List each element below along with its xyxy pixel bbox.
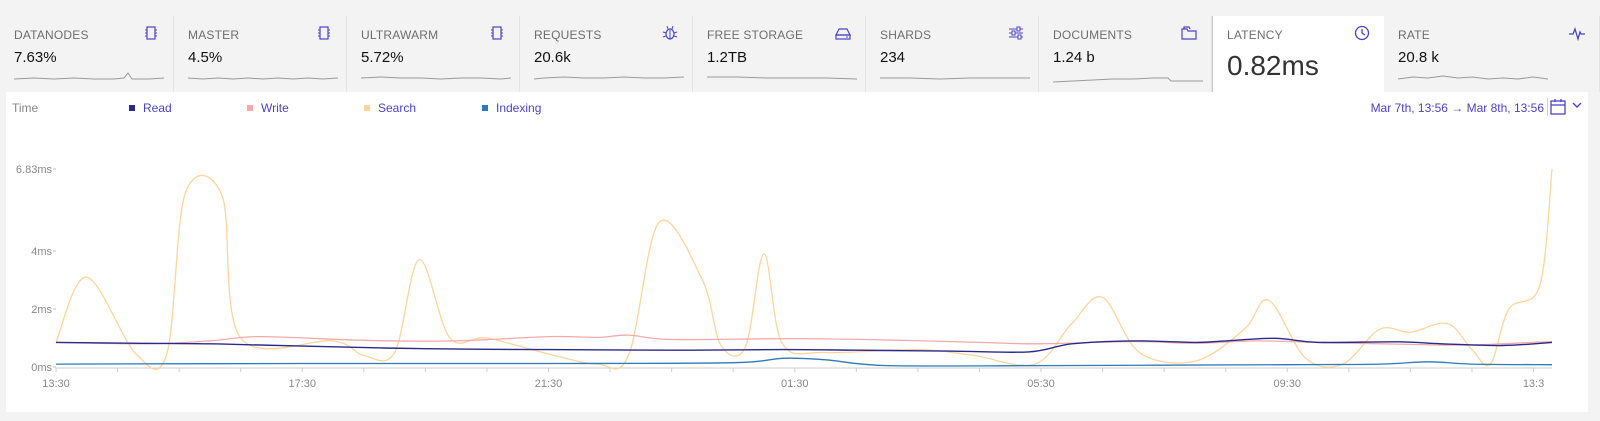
date-range-picker[interactable]: Mar 7th, 13:56 → Mar 8th, 13:56 [1370,101,1544,115]
latency-line-chart: 6.83ms 4ms 2ms 0ms 13:30 17:30 21:30 01:30 05:30… [16,164,1553,390]
legend-indexing[interactable]: Indexing [482,101,541,115]
metric-tile-master[interactable]: MASTER 4.5% [174,16,347,92]
metric-tile-documents[interactable]: DOCUMENTS 1.24 b [1039,16,1212,92]
chevron-down-icon[interactable] [1572,100,1582,110]
sparkline [1398,75,1548,80]
metric-tile-free-storage[interactable]: FREE STORAGE 1.2TB [693,16,866,92]
x-tick-label: 05:30 [1027,378,1055,390]
metric-tile-shards[interactable]: SHARDS 234 [866,16,1039,92]
y-tick-label: 2ms [31,304,52,316]
y-tick-label: 6.83ms [16,164,53,176]
metric-value: 0.82ms [1227,50,1319,81]
series-line-write[interactable] [55,334,1553,346]
metric-name: SHARDS [880,28,932,42]
sparkline [707,76,857,80]
metric-value: 5.72% [361,49,404,66]
metrics-bar: DATANODES 7.63% MASTER 4.5% ULTRAWARM 5.72% RE… [0,16,1600,92]
legend-time-label: Time [12,101,39,115]
chip-icon [491,26,503,40]
legend-read[interactable]: Read [129,101,172,115]
metric-name: DOCUMENTS [1053,28,1133,42]
metric-value: 1.2TB [707,49,748,66]
legend-search[interactable]: Search [364,101,416,115]
y-tick-label: 0ms [31,362,52,374]
series-line-read[interactable] [55,337,1553,354]
metric-name: RATE [1398,28,1430,42]
x-tick-label: 01:30 [781,378,809,390]
metric-value: 20.8 k [1398,49,1439,66]
sparkline [188,77,338,80]
x-tick-label: 13:3 [1523,378,1544,390]
metric-name: DATANODES [14,28,89,42]
clock-icon [1354,25,1370,41]
x-tick-label: 21:30 [535,378,563,390]
y-tick-label: 4ms [31,246,52,258]
metric-tile-latency[interactable]: LATENCY 0.82ms [1212,16,1384,92]
chip-icon [318,26,330,40]
metric-value: 4.5% [188,49,223,66]
x-tick-label: 09:30 [1274,378,1302,390]
calendar-icon[interactable] [1550,98,1566,115]
x-tick-label: 17:30 [288,378,316,390]
legend-write[interactable]: Write [247,101,289,115]
sliders-icon [1009,26,1023,40]
metric-name: MASTER [188,28,240,42]
divider [1547,98,1548,116]
metric-name: LATENCY [1227,28,1283,42]
x-tick-label: 13:30 [42,378,70,390]
metric-value: 234 [880,49,906,66]
sparkline [880,77,1030,80]
pulse-icon [1569,27,1585,41]
metric-name: REQUESTS [534,28,602,42]
metric-tile-requests[interactable]: REQUESTS 20.6k [520,16,693,92]
bug-icon [662,25,678,40]
metric-name: FREE STORAGE [707,28,804,42]
sparkline [361,76,511,80]
metric-value: 1.24 b [1053,49,1095,66]
metric-tile-datanodes[interactable]: DATANODES 7.63% [0,16,174,92]
metric-value: 7.63% [14,49,57,66]
sparkline [534,76,684,80]
metric-tile-rate[interactable]: RATE 20.8 k [1384,16,1600,92]
chip-icon [145,26,157,40]
metric-tile-ultrawarm[interactable]: ULTRAWARM 5.72% [347,16,520,92]
metric-name: ULTRAWARM [361,28,439,42]
sparkline [1053,77,1203,83]
latency-chart-panel: Time Read Write Search Indexing Mar 7th,… [6,92,1588,412]
series-line-indexing[interactable] [55,357,1553,367]
metric-value: 20.6k [534,49,571,66]
folder-icon [1181,26,1197,40]
sparkline [14,72,164,80]
hard-drive-icon [835,28,851,40]
